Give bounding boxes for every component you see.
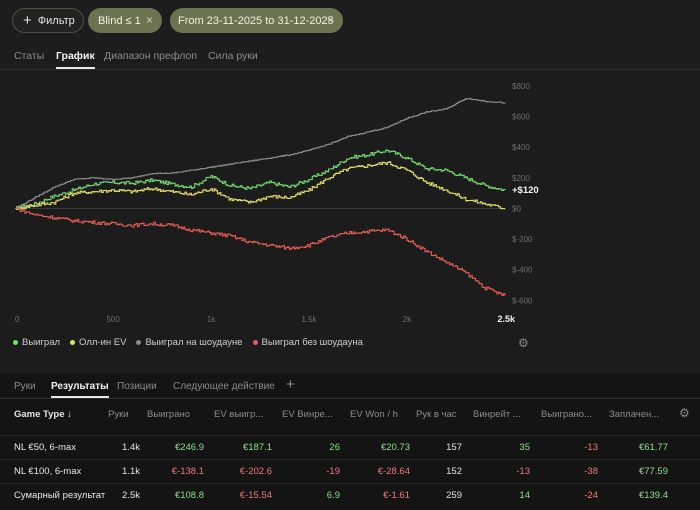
cell-ev-won-h: €-28.64 bbox=[378, 466, 410, 477]
legend-dot bbox=[136, 340, 141, 345]
table-settings-gear-icon[interactable]: ⚙ bbox=[679, 406, 690, 420]
legend-label: Олл-ин EV bbox=[79, 337, 126, 348]
x-tick-label: 0 bbox=[15, 315, 20, 324]
legend-dot bbox=[13, 340, 18, 345]
y-tick-label: $0 bbox=[512, 204, 521, 213]
x-tick-label: 500 bbox=[106, 315, 120, 324]
col-paid[interactable]: Заплачен... bbox=[609, 409, 659, 420]
filter-chip-date[interactable]: From 23-11-2025 to 31-12-2025 × bbox=[170, 8, 343, 33]
y-tick-label: $400 bbox=[512, 143, 530, 152]
cell-ev-won-h: €-1.61 bbox=[383, 490, 410, 501]
tab-next-action[interactable]: Следующее действие bbox=[173, 381, 275, 392]
cell-winrate: 14 bbox=[519, 490, 530, 501]
x-tick-label: 1k bbox=[207, 315, 216, 324]
results-tabs: Руки Результаты Позиции Следующее действ… bbox=[0, 373, 700, 399]
cell-paid: €61.77 bbox=[639, 442, 668, 453]
plus-icon: + bbox=[23, 13, 32, 28]
legend-label: Выиграл на шоудауне bbox=[145, 337, 242, 348]
cell-game-type: NL €100, 6-max bbox=[14, 466, 81, 477]
series-line bbox=[15, 209, 505, 296]
tab-graph[interactable]: График bbox=[56, 50, 95, 62]
y-tick-label: $-600 bbox=[512, 296, 533, 305]
results-panel: Руки Результаты Позиции Следующее действ… bbox=[0, 373, 700, 510]
filter-chip-blind-label: Blind ≤ 1 bbox=[98, 15, 141, 27]
chart-settings-gear-icon[interactable]: ⚙ bbox=[518, 336, 529, 350]
col-hands-per-hour[interactable]: Рук в час bbox=[416, 409, 457, 420]
tab-results[interactable]: Результаты bbox=[51, 381, 109, 392]
cell-ev-won: €-202.6 bbox=[240, 466, 272, 477]
filter-bar: + Фильтр Blind ≤ 1 × From 23-11-2025 to … bbox=[0, 0, 700, 42]
end-value-label: +$120 bbox=[512, 185, 539, 196]
add-tab-plus-icon[interactable]: + bbox=[286, 376, 295, 393]
cell-hands: 1.4k bbox=[122, 442, 140, 453]
y-tick-label: $-400 bbox=[512, 266, 533, 275]
cell-hands-per-hour: 152 bbox=[446, 466, 462, 477]
y-tick-label: $200 bbox=[512, 174, 530, 183]
add-filter-button[interactable]: + Фильтр bbox=[12, 8, 84, 33]
legend-dot bbox=[70, 340, 75, 345]
y-tick-label: $800 bbox=[512, 82, 530, 91]
cell-winrate: -13 bbox=[516, 466, 530, 477]
col-ev-won[interactable]: EV выигр... bbox=[214, 409, 263, 420]
cell-won-sd: -13 bbox=[584, 442, 598, 453]
results-chart-svg: $800 $600 $400 $200 $0 $-200 $-400 $-600 0 500 1k 1… bbox=[0, 72, 700, 372]
filter-chip-blind[interactable]: Blind ≤ 1 × bbox=[88, 8, 162, 33]
x-end-label: 2.5k bbox=[497, 314, 516, 324]
cell-ev-winrate: -19 bbox=[326, 466, 340, 477]
col-game-type[interactable]: Game Type ↓ bbox=[14, 409, 72, 420]
close-icon[interactable]: × bbox=[146, 13, 153, 27]
y-tick-label: $600 bbox=[512, 113, 530, 122]
col-won-sd[interactable]: Выиграно... bbox=[541, 409, 592, 420]
add-filter-label: Фильтр bbox=[38, 15, 75, 27]
cell-hands: 1.1k bbox=[122, 466, 140, 477]
table-row[interactable]: NL €50, 6-max 1.4k €246.9 €187.1 26 €20.… bbox=[0, 435, 700, 457]
view-tabs: Статы График Диапазон префлоп Сила руки bbox=[0, 46, 700, 70]
tab-hands[interactable]: Руки bbox=[14, 381, 36, 392]
tab-preflop-range[interactable]: Диапазон префлоп bbox=[104, 50, 197, 62]
x-tick-label: 2k bbox=[403, 315, 412, 324]
cell-ev-won: €187.1 bbox=[243, 442, 272, 453]
cell-paid: €139.4 bbox=[639, 490, 668, 501]
cell-hands-per-hour: 157 bbox=[446, 442, 462, 453]
filter-chip-date-label: From 23-11-2025 to 31-12-2025 bbox=[178, 15, 334, 27]
cell-won-sd: -24 bbox=[584, 490, 598, 501]
cell-won: €108.8 bbox=[175, 490, 204, 501]
cell-won: €246.9 bbox=[175, 442, 204, 453]
legend-item-showdown[interactable]: Выиграл на шоудауне bbox=[136, 337, 242, 348]
cell-ev-winrate: 26 bbox=[329, 442, 340, 453]
cell-hands: 2.5k bbox=[122, 490, 140, 501]
legend-label: Выиграл bbox=[22, 337, 60, 348]
cell-won-sd: -38 bbox=[584, 466, 598, 477]
table-row-total[interactable]: Сумарный результат 2.5k €108.8 €-15.54 6… bbox=[0, 483, 700, 505]
legend-label: Выиграл без шоудауна bbox=[262, 337, 363, 348]
tab-hand-strength[interactable]: Сила руки bbox=[208, 50, 258, 62]
col-winrate[interactable]: Винрейт ... bbox=[473, 409, 521, 420]
cell-game-type: NL €50, 6-max bbox=[14, 442, 76, 453]
legend-item-allin-ev[interactable]: Олл-ин EV bbox=[70, 337, 126, 348]
tab-stats[interactable]: Статы bbox=[14, 50, 44, 62]
table-header: Game Type ↓ Руки Выиграно EV выигр... EV… bbox=[0, 403, 700, 425]
y-tick-label: $-200 bbox=[512, 235, 533, 244]
col-won[interactable]: Выиграно bbox=[147, 409, 190, 420]
chart-legend: Выиграл Олл-ин EV Выиграл на шоудауне Вы… bbox=[13, 337, 363, 348]
legend-item-non-showdown[interactable]: Выиграл без шоудауна bbox=[253, 337, 363, 348]
cell-game-type: Сумарный результат bbox=[14, 490, 105, 501]
legend-dot bbox=[253, 340, 258, 345]
tab-positions[interactable]: Позиции bbox=[117, 381, 157, 392]
cell-paid: €77.59 bbox=[639, 466, 668, 477]
x-tick-label: 1.5k bbox=[301, 315, 317, 324]
results-chart: $800 $600 $400 $200 $0 $-200 $-400 $-600 0 500 1k 1… bbox=[0, 72, 700, 372]
cell-won: €-138.1 bbox=[172, 466, 204, 477]
col-ev-won-h[interactable]: EV Won / h bbox=[350, 409, 398, 420]
cell-ev-won: €-15.54 bbox=[240, 490, 272, 501]
close-icon[interactable]: × bbox=[327, 13, 334, 27]
cell-ev-won-h: €20.73 bbox=[381, 442, 410, 453]
cell-hands-per-hour: 259 bbox=[446, 490, 462, 501]
col-hands[interactable]: Руки bbox=[108, 409, 129, 420]
cell-winrate: 35 bbox=[519, 442, 530, 453]
col-ev-winrate[interactable]: EV Винре... bbox=[282, 409, 333, 420]
table-row[interactable]: NL €100, 6-max 1.1k €-138.1 €-202.6 -19 … bbox=[0, 459, 700, 481]
cell-ev-winrate: 6.9 bbox=[327, 490, 340, 501]
legend-item-won[interactable]: Выиграл bbox=[13, 337, 60, 348]
